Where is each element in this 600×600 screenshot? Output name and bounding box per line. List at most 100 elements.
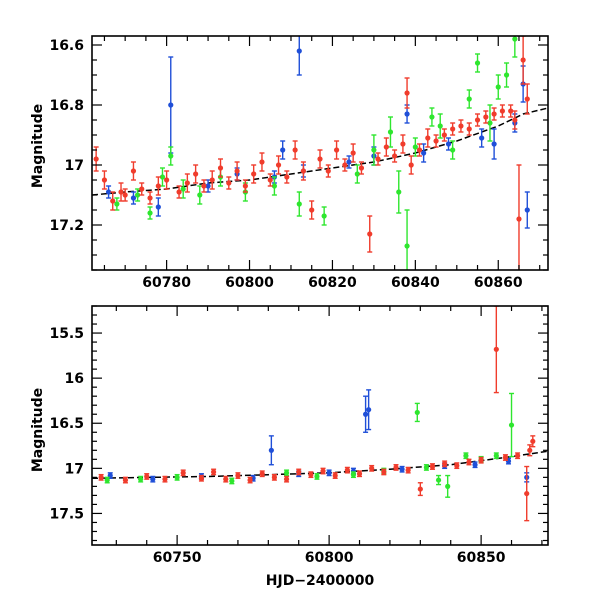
red-data-point [356,471,363,477]
green-data-point [404,243,410,249]
green-data-point [180,186,186,192]
red-data-point [267,177,273,183]
red-data-point [404,90,410,96]
red-data-point [201,183,207,189]
x-tick-label: 60820 [308,275,357,291]
green-data-point [296,201,302,207]
green-data-point [229,478,235,484]
green-data-point [354,171,360,177]
red-data-point [300,168,307,174]
y-tick-label: 17.5 [49,506,84,522]
red-data-point [275,162,282,168]
red-data-point [235,472,241,479]
red-data-point [425,135,431,141]
red-data-point [416,147,423,153]
green-data-point [435,477,442,483]
x-tick-label: 60850 [457,550,506,566]
y-tick-label: 17 [65,461,84,477]
red-data-point [466,126,472,132]
red-data-point [247,477,253,483]
red-data-point [147,195,153,201]
red-data-point [375,156,381,162]
red-data-point [271,474,277,480]
green-data-point [466,96,472,102]
green-data-point [429,114,435,120]
red-data-point [176,189,182,195]
red-data-point [350,150,356,156]
red-data-point [284,174,290,180]
red-data-point [499,108,505,114]
red-data-point [110,198,116,204]
red-data-point [164,177,170,183]
red-data-point [342,162,348,168]
red-data-point [491,111,497,117]
blue-data-point [268,447,274,453]
red-data-point [527,447,533,453]
green-data-point [412,144,418,150]
red-data-point [383,144,389,150]
red-data-point [478,457,484,463]
green-data-point [495,84,501,90]
blue-data-point [150,476,156,482]
red-data-point [408,162,414,168]
red-data-point [180,470,186,476]
plot-area [92,36,548,270]
red-data-point [516,216,522,222]
red-data-point [283,476,290,482]
green-data-point [487,120,493,126]
blue-data-point [491,141,497,147]
x-tick-label: 60750 [153,550,202,566]
red-data-point [450,126,456,132]
blue-data-point [404,111,410,117]
red-data-point [515,453,521,459]
red-data-point [466,459,472,465]
green-data-point [463,453,469,459]
blue-data-point [366,407,372,413]
green-data-point [350,472,357,478]
red-data-point [458,123,464,129]
red-data-point [118,189,124,195]
green-data-point [503,72,510,78]
blue-data-point [205,183,211,189]
y-tick-label: 16.5 [49,416,84,432]
red-data-point [122,477,129,483]
green-data-point [414,409,420,416]
red-data-point [308,472,314,478]
x-tick-label: 60800 [225,275,274,291]
x-tick-label: 60800 [305,550,354,566]
red-data-point [441,132,447,138]
red-data-point [530,438,536,444]
red-data-point [162,476,168,482]
red-data-point [226,180,232,186]
y-tick-label: 16.6 [49,38,84,54]
y-tick-label: 17 [65,158,84,174]
red-data-point [144,473,150,480]
red-data-point [296,469,302,475]
green-data-point [174,474,180,480]
red-data-point [320,468,326,474]
y-tick-label: 16.8 [49,98,84,114]
green-data-point [197,192,203,198]
x-tick-label: 60860 [474,275,523,291]
green-data-point [387,129,394,135]
red-data-point [139,186,145,192]
blue-data-point [105,189,112,195]
red-data-point [251,171,257,177]
green-data-point [423,464,429,471]
red-data-point [93,156,99,162]
bottom-panel-xlabel: HJD−2400000 [266,573,375,589]
blue-data-point [296,48,302,54]
blue-data-point [280,147,286,153]
green-data-point [474,60,481,66]
bottom-panel: Magnitude HJD−2400000 60750 60800 60850 15.… [30,305,549,589]
green-data-point [512,36,518,42]
red-data-point [442,461,448,467]
blue-data-point [524,207,530,213]
red-data-point [400,141,406,147]
red-data-point [217,165,224,171]
green-data-point [437,123,443,129]
green-data-point [321,213,327,219]
green-data-point [147,210,153,216]
red-data-point [358,165,365,171]
blue-data-point [130,195,137,201]
